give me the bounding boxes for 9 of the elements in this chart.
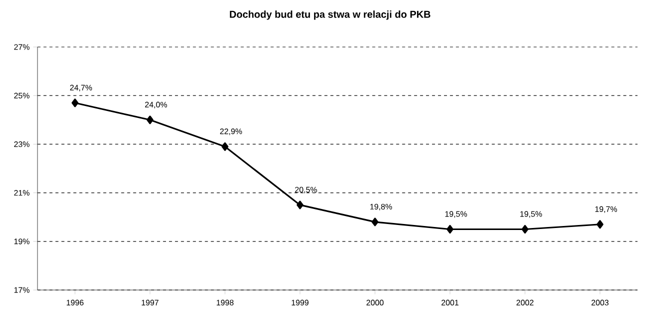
point: [372, 218, 378, 226]
point: [72, 98, 78, 108]
point: [522, 224, 528, 234]
point: [596, 220, 604, 229]
chart-title: Dochody bud etu pa stwa w relacji do PKB: [230, 10, 430, 20]
point: [146, 116, 154, 124]
point: [296, 200, 304, 210]
point: [222, 142, 228, 151]
point: [446, 224, 454, 234]
